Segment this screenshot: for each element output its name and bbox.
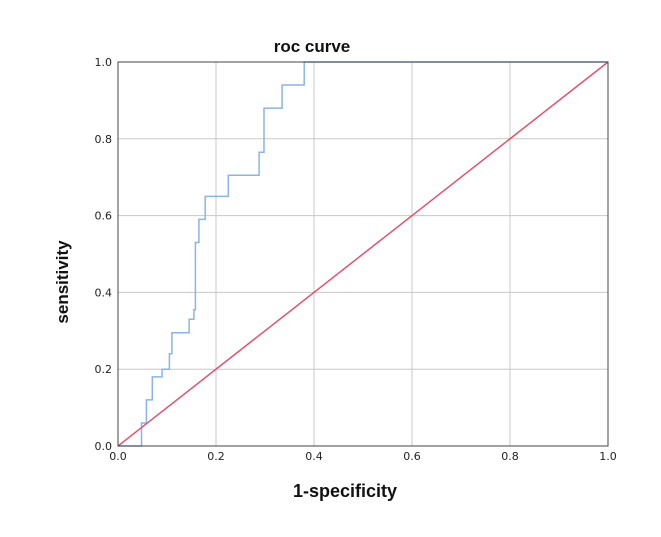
tick-labels: 0.0 0.2 0.4 0.6 0.8 1.0 0.0 0.2 0.4 0.6 0.8 1.0	[95, 56, 617, 463]
y-tick-label-0: 0.0	[95, 440, 113, 453]
y-tick-label-3: 0.6	[95, 210, 113, 223]
x-tick-label-3: 0.6	[403, 450, 421, 463]
y-tick-label-1: 0.2	[95, 363, 113, 376]
series-layer	[117, 61, 609, 447]
roc-curve-line	[118, 61, 608, 447]
x-tick-label-2: 0.4	[305, 450, 323, 463]
x-tick-label-1: 0.2	[207, 450, 225, 463]
reference-diagonal-line	[117, 61, 609, 447]
plot-frame	[117, 61, 609, 447]
chart-title: roc curve	[274, 37, 351, 56]
y-tick-label-5: 1.0	[95, 56, 113, 69]
x-tick-label-4: 0.8	[501, 450, 519, 463]
y-tick-label-2: 0.4	[95, 286, 113, 299]
x-tick-label-5: 1.0	[599, 450, 617, 463]
y-tick-label-4: 0.8	[95, 133, 113, 146]
x-axis-title: 1-specificity	[293, 481, 397, 501]
y-axis-title: sensitivity	[53, 240, 72, 324]
x-tick-label-0: 0.0	[109, 450, 127, 463]
